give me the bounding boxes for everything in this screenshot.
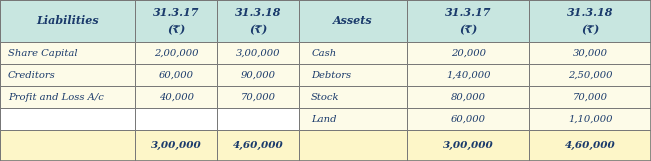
Text: Creditors: Creditors — [8, 71, 55, 80]
Text: (₹): (₹) — [167, 25, 186, 36]
Bar — [0, 108, 135, 130]
Bar — [529, 0, 651, 42]
Text: 31.3.17: 31.3.17 — [445, 7, 492, 18]
Bar — [135, 0, 217, 42]
Bar — [0, 130, 135, 161]
Bar — [217, 0, 299, 42]
Bar — [407, 130, 529, 161]
Text: Liabilities: Liabilities — [36, 15, 99, 27]
Text: 70,000: 70,000 — [241, 93, 276, 101]
Text: 70,000: 70,000 — [573, 93, 607, 101]
Bar — [135, 42, 217, 64]
Text: 2,00,000: 2,00,000 — [154, 48, 199, 57]
Bar — [217, 130, 299, 161]
Bar — [299, 0, 407, 42]
Bar — [135, 108, 217, 130]
Bar — [529, 42, 651, 64]
Text: (₹): (₹) — [581, 25, 600, 36]
Text: 2,50,000: 2,50,000 — [568, 71, 613, 80]
Text: 60,000: 60,000 — [450, 114, 486, 123]
Bar — [0, 0, 135, 42]
Text: Land: Land — [311, 114, 337, 123]
Text: 3,00,000: 3,00,000 — [236, 48, 281, 57]
Bar — [529, 130, 651, 161]
Text: 31.3.18: 31.3.18 — [235, 7, 282, 18]
Bar — [407, 108, 529, 130]
Bar — [0, 86, 135, 108]
Text: 1,10,000: 1,10,000 — [568, 114, 613, 123]
Text: (₹): (₹) — [459, 25, 477, 36]
Bar — [135, 130, 217, 161]
Text: 31.3.17: 31.3.17 — [153, 7, 200, 18]
Text: (₹): (₹) — [249, 25, 268, 36]
Bar — [529, 64, 651, 86]
Bar — [135, 86, 217, 108]
Text: Stock: Stock — [311, 93, 340, 101]
Text: 3,00,000: 3,00,000 — [443, 141, 493, 150]
Text: 31.3.18: 31.3.18 — [567, 7, 613, 18]
Bar — [407, 0, 529, 42]
Bar — [529, 86, 651, 108]
Text: 80,000: 80,000 — [450, 93, 486, 101]
Text: 4,60,000: 4,60,000 — [565, 141, 615, 150]
Bar — [299, 108, 407, 130]
Bar — [299, 130, 407, 161]
Bar — [299, 64, 407, 86]
Text: Cash: Cash — [311, 48, 337, 57]
Text: Profit and Loss A/c: Profit and Loss A/c — [8, 93, 104, 101]
Text: Assets: Assets — [333, 15, 373, 27]
Text: Share Capital: Share Capital — [8, 48, 77, 57]
Text: 60,000: 60,000 — [159, 71, 194, 80]
Text: 20,000: 20,000 — [450, 48, 486, 57]
Bar — [217, 64, 299, 86]
Text: 1,40,000: 1,40,000 — [446, 71, 490, 80]
Bar — [299, 42, 407, 64]
Bar — [407, 42, 529, 64]
Text: 3,00,000: 3,00,000 — [151, 141, 202, 150]
Bar — [0, 64, 135, 86]
Text: 4,60,000: 4,60,000 — [233, 141, 284, 150]
Text: 30,000: 30,000 — [573, 48, 607, 57]
Bar — [217, 108, 299, 130]
Bar — [299, 86, 407, 108]
Bar — [0, 42, 135, 64]
Bar — [135, 64, 217, 86]
Text: 40,000: 40,000 — [159, 93, 194, 101]
Bar — [217, 86, 299, 108]
Text: Debtors: Debtors — [311, 71, 352, 80]
Bar — [217, 42, 299, 64]
Text: 90,000: 90,000 — [241, 71, 276, 80]
Bar — [407, 64, 529, 86]
Bar — [407, 86, 529, 108]
Bar — [529, 108, 651, 130]
